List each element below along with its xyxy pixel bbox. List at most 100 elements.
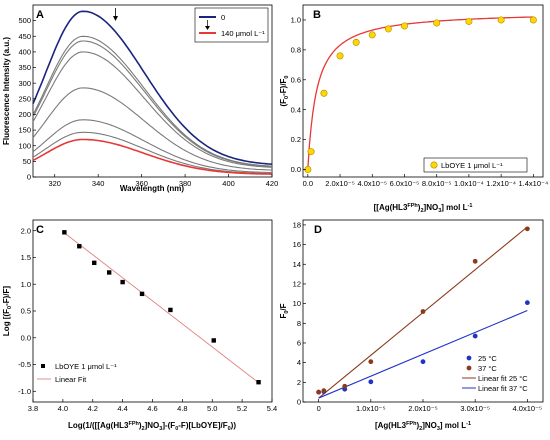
stern-volmer-point-0 [524,300,530,306]
spectrum-curve-5 [32,119,273,174]
panel-d-ytick-label: 6 [297,339,301,348]
panel-b-xtick-label: 1.0x10⁻⁴ [454,179,484,188]
binding-point [336,52,344,60]
stern-volmer-point-1 [321,388,327,394]
binding-point [465,17,473,25]
spectrum-curve-7 [32,138,272,175]
panel-c-ytick-label: 1.0 [21,280,31,289]
panel-d-xtick-label: 4.0x10⁻⁵ [513,404,543,413]
panel-a-ytick-label: 400 [18,48,31,57]
log-point [106,270,112,275]
stern-volmer-point-0 [472,333,478,339]
panel-a-ytick-label: 350 [18,63,31,72]
panel-b-xtick-label: 0.0 [303,179,313,188]
binding-point [320,89,328,97]
panel-b-ytick-label: 0.8 [291,45,301,54]
panel-d-xlabel: [Ag(HL3FPh)2]NO3] mol L-1 [375,421,471,432]
log-point [168,307,173,313]
stern-volmer-point-1 [472,258,478,264]
panel-b-ytick-label: 0.0 [291,165,301,174]
stern-volmer-point-1 [524,226,530,232]
panel-a-ytick-label: 250 [18,94,31,103]
panel-b-ytick-label: 0.2 [291,135,301,144]
panel-c-legend-points: LbOYE 1 μmol L⁻¹ [55,362,117,371]
panel-c-ytick-label: 2.0 [21,226,31,235]
spectrum-curve-4 [32,87,273,171]
legend-label-0: 0 [221,13,225,22]
panel-b-xtick-label: 1.2x10⁻⁴ [486,179,516,188]
panel-c-xlabel: Log(1/([[Ag(HL3FPh)2]NO3]-(F0-F)[LbOYE]/… [68,421,236,432]
stern-volmer-point-1 [368,359,374,365]
log-point [139,291,145,297]
panel-d-ytick-label: 18 [293,221,301,230]
panel-d-legend: 25 °C 37 °C Linear fit 25 °C Linear fit … [462,354,528,393]
panel-b: B 0.0 2.0x10⁻⁵ 4.0x10⁻⁵ 6.0x10⁻⁵ 8.0x10⁻⁵ 1.0… [279,4,548,214]
panel-a-ylabel: Fluorescence Intensity (a.u.) [2,37,11,145]
panel-d-ytick-label: 2 [297,378,301,387]
log-point [77,244,82,249]
panel-d-ytick-label: 12 [293,280,301,289]
panel-a-ytick-label: 50 [23,157,31,166]
panel-a-ytick-label: 450 [18,32,31,41]
stern-volmer-point-1 [316,389,322,395]
panel-d-ytick-label: 14 [293,260,301,269]
binding-point [529,16,537,24]
panel-c-xtick-label: 4.0 [58,404,68,413]
panel-b-xtick-label: 2.0x10⁻⁵ [325,179,355,188]
panel-b-ylabel: (F0-F)/F0 [279,75,290,106]
panel-d: D 0 1.0x10⁻⁵ 2.0x10⁻⁵ 3.0x10⁻⁵ 4.0x10⁻⁵ 0 2 4 6 8… [279,219,544,432]
panel-b-xtick-label: 8.0x10⁻⁵ [422,179,452,188]
panel-c-legend: LbOYE 1 μmol L⁻¹ Linear Fit [37,362,117,384]
binding-point [368,31,376,39]
panel-d-xtick-label: 0 [317,404,321,413]
binding-point [433,19,441,27]
panel-c-label: C [36,224,44,236]
log-point [92,260,97,266]
panel-b-label: B [313,9,321,21]
panel-d-ytick-label: 8 [297,319,301,328]
panel-a-ytick-label: 100 [18,141,31,150]
binding-point [400,22,408,30]
panel-c-xtick-label: 4.8 [177,404,187,413]
log-point [211,338,216,343]
binding-point [307,148,315,156]
panel-b-xlabel: [[Ag(HL3FPh)2]NO3] mol L-1 [374,203,473,214]
binding-point [497,16,505,24]
panel-c-xtick-label: 5.4 [267,404,277,413]
stern-volmer-point-0 [368,379,374,385]
panel-c-ylabel: Log [(F0-F)/F] [2,286,13,336]
spectrum-curve-3 [32,51,273,168]
panel-d-legend-25: 25 °C [478,354,497,363]
panel-d-legend-fit37: Linear fit 37 °C [478,384,528,393]
binding-point [352,38,360,46]
panel-a-xtick-label: 360 [135,179,148,188]
panel-c-xtick-label: 5.0 [207,404,217,413]
binding-fit-curve [307,16,534,170]
spectrum-curve-2 [32,40,273,168]
panel-a: A 320 340 360 380 400 420 0 50 100 150 200 250 300 35… [2,4,278,193]
log-point [256,379,261,385]
panel-d-xtick-label: 2.0x10⁻⁵ [408,404,438,413]
stern-volmer-point-1 [342,383,348,389]
linear-fit-line [64,232,259,384]
panel-a-ytick-label: 200 [18,110,31,119]
panel-b-legend: LbOYE 1 μmol L⁻¹ [423,157,528,173]
panel-d-xtick-label: 3.0x10⁻⁵ [460,404,490,413]
panel-b-xtick-label: 6.0x10⁻⁵ [390,179,420,188]
panel-c-ytick-label: 0.5 [21,307,31,316]
fit-line-3 [318,310,528,399]
panel-c-legend-fit: Linear Fit [55,375,87,384]
legend-label-140: 140 μmol L⁻¹ [221,29,265,38]
panel-c-xtick-label: 5.2 [237,404,247,413]
panel-b-xtick-label: 4.0x10⁻⁵ [357,179,387,188]
panel-d-label: D [314,224,322,236]
panel-a-ytick-label: 300 [18,79,31,88]
panel-a-ytick-label: 150 [18,126,31,135]
panel-d-ytick-label: 0 [297,398,301,407]
spectrum-curve-0 [32,10,273,165]
panel-a-ytick-label: 0 [27,173,31,182]
panel-c-ytick-label: -0.5 [18,360,31,369]
panel-a-xtick-label: 380 [179,179,192,188]
panel-c-xtick-label: 3.8 [28,404,38,413]
